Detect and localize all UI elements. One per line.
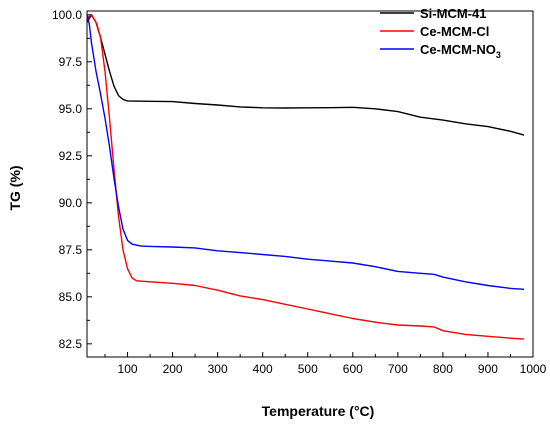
x-tick-label: 500 bbox=[298, 362, 318, 376]
y-tick-label: 87.5 bbox=[59, 243, 83, 257]
x-tick-label: 300 bbox=[208, 362, 228, 376]
x-tick-label: 700 bbox=[388, 362, 408, 376]
series-line-2 bbox=[86, 14, 525, 290]
x-tick-label: 1000 bbox=[520, 362, 547, 376]
series-group bbox=[86, 14, 525, 340]
x-tick-label: 900 bbox=[478, 362, 498, 376]
legend-label-1: Ce-MCM-Cl bbox=[420, 24, 489, 39]
legend-label-main: Ce-MCM-Cl bbox=[420, 24, 489, 39]
legend-label-0: Si-MCM-41 bbox=[420, 6, 486, 21]
x-axis-title: Temperature (°C) bbox=[262, 403, 375, 419]
y-axis-title: TG (%) bbox=[7, 165, 23, 210]
legend: Si-MCM-41 Ce-MCM-Cl Ce-MCM-NO3 bbox=[380, 6, 501, 60]
x-tick-label: 100 bbox=[118, 362, 138, 376]
series-line-1 bbox=[86, 14, 525, 340]
y-tick-label: 90.0 bbox=[59, 196, 83, 210]
x-tick-label: 600 bbox=[343, 362, 363, 376]
y-axis: 82.5 85.0 87.5 90.0 92.5 95.0 97.5 100.0 bbox=[52, 8, 92, 351]
legend-label-main: Si-MCM-41 bbox=[420, 6, 486, 21]
y-tick-label: 85.0 bbox=[59, 290, 83, 304]
y-tick-label: 100.0 bbox=[52, 8, 82, 22]
y-tick-label: 92.5 bbox=[59, 149, 83, 163]
x-tick-label: 200 bbox=[163, 362, 183, 376]
y-tick-label: 82.5 bbox=[59, 337, 83, 351]
y-tick-label: 97.5 bbox=[59, 55, 83, 69]
x-tick-label: 800 bbox=[433, 362, 453, 376]
plot-frame bbox=[86, 10, 534, 358]
x-tick-label: 400 bbox=[253, 362, 273, 376]
x-axis: 100 200 300 400 500 600 700 800 900 1000 bbox=[104, 352, 547, 376]
legend-label-2: Ce-MCM-NO3 bbox=[420, 42, 501, 60]
legend-label-subscript: 3 bbox=[496, 50, 501, 60]
y-tick-label: 95.0 bbox=[59, 102, 83, 116]
plot-area-border bbox=[86, 10, 534, 358]
series-line-0 bbox=[86, 14, 525, 136]
legend-label-main: Ce-MCM-NO bbox=[420, 42, 496, 57]
